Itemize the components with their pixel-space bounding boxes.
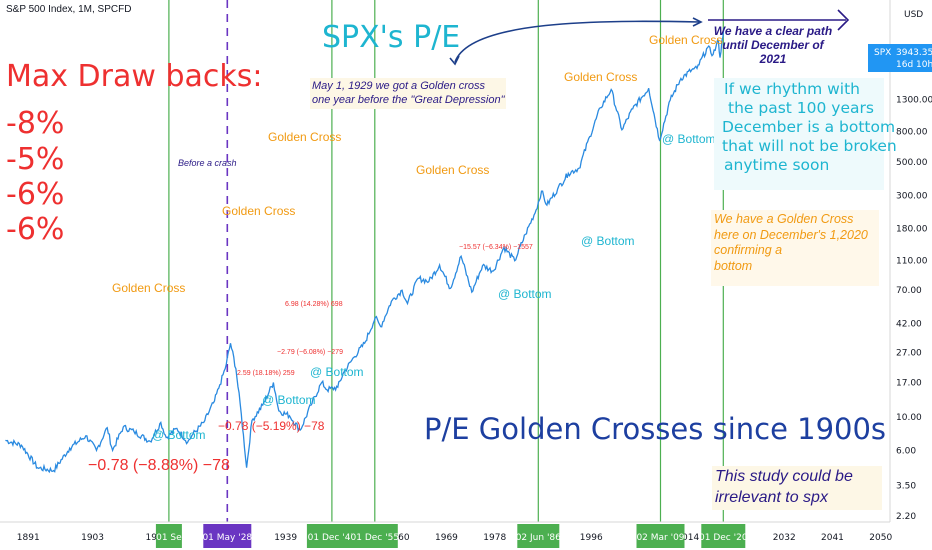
price-axis-tick-label: 10.00 [896, 413, 922, 423]
irrelevant-note: This study could be irrelevant to spx [712, 466, 882, 510]
rhythm-line-1: If we rhythm with [724, 80, 861, 98]
price-tag-countdown: 16d 10h [896, 60, 932, 70]
spx-pe-title: SPX's P/E [322, 20, 461, 55]
clear-path-line-3: 2021 [759, 51, 787, 66]
time-axis-tick-label: 1939 [274, 533, 297, 543]
small-label-1557: −15.57 (−6.34%) −1557 [459, 244, 533, 251]
may-1929-note: May 1, 1929 we got a Golden cross one ye… [310, 78, 507, 109]
time-axis-tick-label: 2050 [869, 533, 892, 543]
vline-date-tag [351, 524, 398, 548]
max-drawbacks-title: Max Draw backs: [6, 59, 263, 94]
golden-cross-label-2: Golden Cross [222, 204, 296, 218]
drawback-2: -5% [6, 142, 65, 177]
vline-date-tag [517, 524, 560, 548]
drawback-1: -8% [6, 106, 65, 141]
crash-date-label: 01 May '28 [202, 533, 252, 543]
vline-date-label: 01 Dec '47 [308, 533, 357, 543]
drawback-3: -6% [6, 177, 65, 212]
price-axis-tick-label: 6.00 [896, 446, 916, 456]
may-note-line-2: one year before the "Great Depression" [312, 94, 505, 107]
small-label-698: 6.98 (14.28%) 698 [285, 301, 343, 308]
clear-path-note: We have a clear path until December of 2… [712, 24, 834, 66]
vline-date-label: 02 Jun '86 [516, 533, 561, 543]
time-axis-tick-label: 1969 [435, 533, 458, 543]
vline-date-tag [701, 524, 746, 548]
bottom-label-3: @ Bottom [310, 365, 364, 379]
small-label-279: −2.79 (−6.08%) −279 [277, 349, 343, 356]
vline-date-label: 01 Dec '20 [699, 533, 748, 543]
irrelevant-line-2: irrelevant to spx [715, 488, 828, 506]
december-note: We have a Golden Cross here on December'… [711, 210, 879, 286]
december-line-2: here on December's 1,2020 [714, 227, 868, 242]
rhythm-line-2: the past 100 years [728, 98, 874, 117]
time-axis-tick-label: 1891 [17, 533, 40, 543]
arrow-head-right [692, 17, 703, 27]
rhythm-note: If we rhythm with the past 100 years Dec… [714, 78, 897, 190]
price-axis-tick-label: 3.50 [896, 482, 916, 492]
bottom-label-1: @ Bottom [152, 428, 206, 442]
rhythm-line-4: that will not be broken [722, 136, 897, 155]
spx-series-line [5, 27, 725, 474]
golden-cross-label-1: Golden Cross [112, 281, 186, 295]
drop-label-big: −0.78 (−8.88%) −78 [88, 457, 230, 474]
rhythm-line-3: December is a bottom [722, 117, 896, 136]
price-axis-tick-label: 180.00 [896, 225, 928, 235]
small-label-259: 2.59 (18.18%) 259 [237, 370, 295, 377]
clear-path-line-1: We have a clear path [713, 24, 833, 38]
december-line-4: bottom [714, 258, 753, 273]
bottom-label-5: @ Bottom [581, 234, 635, 248]
time-axis-tick-label: 2032 [773, 533, 796, 543]
straight-arrow-head [837, 9, 850, 31]
time-axis-tick-label: 1996 [580, 533, 603, 543]
symbol-title[interactable]: S&P 500 Index, 1M, SPCFD [6, 4, 132, 15]
clear-path-line-2: until December of [722, 37, 824, 52]
vline-date-tag [306, 524, 357, 548]
time-axis-tick-label: 2014 [676, 533, 699, 543]
arrow-head-left [449, 55, 460, 66]
time-axis[interactable]: 1891190319151939196019691978199620142032… [17, 533, 893, 543]
price-tag-value: 3943.35 [896, 48, 932, 58]
vline-date-label: 01 Dec '55 [351, 533, 400, 543]
golden-cross-label-3: Golden Cross [268, 130, 342, 144]
time-axis-tick-label: 2041 [821, 533, 844, 543]
vline-date-label: 02 Mar '09 [636, 533, 684, 543]
vline-date-tag [636, 524, 685, 548]
curved-arrow [454, 20, 701, 63]
december-line-3: confirming a [714, 243, 783, 258]
price-axis-tick-label: 1300.00 [896, 96, 932, 106]
vline-date-label: 01 Se [156, 533, 182, 543]
crash-date-tag [203, 524, 252, 548]
price-axis-tick-label: 17.00 [896, 379, 922, 389]
time-axis-tick-label: 1903 [81, 533, 104, 543]
time-axis-tick-label: 1978 [483, 533, 506, 543]
drop-label-mid: −0.78 (−5.19%) −78 [218, 419, 325, 433]
price-axis-tick-label: 500.00 [896, 158, 928, 168]
price-axis-tick-label: 42.00 [896, 320, 922, 330]
may-note-line-1: May 1, 1929 we got a Golden cross [312, 80, 486, 92]
golden-cross-label-5: Golden Cross [564, 70, 638, 84]
price-axis-tick-label: 300.00 [896, 191, 928, 201]
drawback-4: -6% [6, 212, 65, 247]
bottom-label-4: @ Bottom [498, 287, 552, 301]
golden-cross-label-4: Golden Cross [416, 163, 490, 177]
price-tag-ticker: SPX [874, 48, 891, 58]
vline-date-tag [155, 524, 182, 548]
price-axis-tick-label: 800.00 [896, 127, 928, 137]
golden-cross-label-6: Golden Cross [649, 33, 723, 47]
pe-golden-crosses-title: P/E Golden Crosses since 1900s [424, 412, 887, 446]
rhythm-line-5: anytime soon [724, 155, 830, 174]
bottom-label-6: @ Bottom [662, 132, 716, 146]
currency-label: USD [904, 10, 923, 20]
irrelevant-line-1: This study could be [715, 468, 853, 485]
before-crash-note: Before a crash [178, 158, 237, 168]
price-axis-tick-label: 2.20 [896, 512, 916, 522]
price-axis-tick-label: 27.00 [896, 348, 922, 358]
last-price-tag [868, 44, 932, 72]
bottom-label-2: @ Bottom [262, 393, 316, 407]
price-axis-tick-label: 70.00 [896, 286, 922, 296]
price-axis-tick-label: 110.00 [896, 257, 928, 267]
december-line-1: We have a Golden Cross [714, 212, 854, 226]
time-axis-tick-label: 1960 [387, 533, 410, 543]
